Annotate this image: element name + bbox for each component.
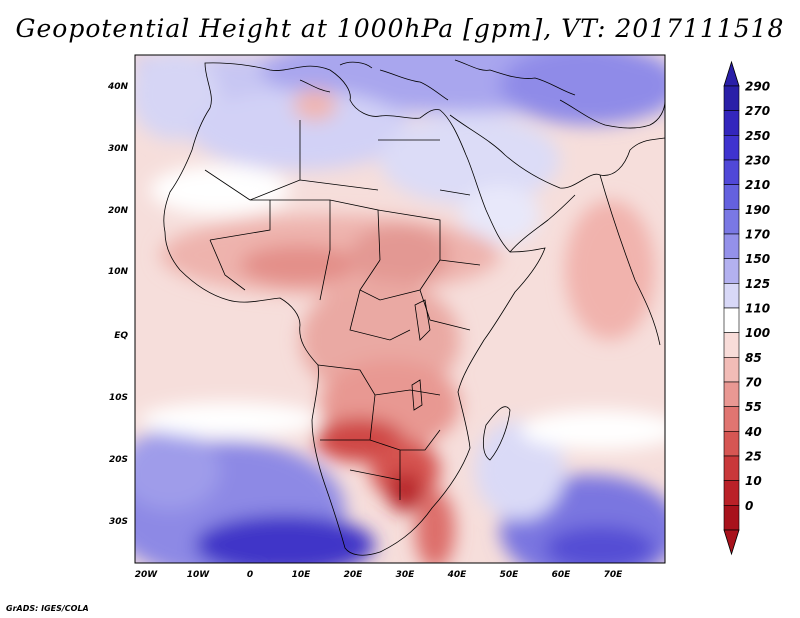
colorbar-swatch (723, 110, 740, 136)
lat-label: 10S (109, 393, 128, 403)
colorbar-swatch (723, 283, 740, 309)
colorbar-swatch (723, 159, 740, 185)
height-field (135, 55, 665, 563)
colorbar-label: 270 (745, 104, 770, 118)
colorbar-swatch (723, 357, 740, 383)
colorbar-label: 190 (745, 203, 770, 217)
colorbar-label: 150 (745, 252, 770, 266)
lon-label: 10E (292, 570, 312, 580)
grads-credit: GrADS: IGES/COLA (6, 604, 89, 613)
colorbar-swatch (723, 135, 740, 161)
colorbar-swatch (723, 184, 740, 210)
colorbar-label: 40 (744, 425, 762, 439)
lat-label: 30N (108, 144, 129, 154)
lat-label: 20S (109, 455, 128, 465)
lon-label: 20E (344, 570, 364, 580)
colorbar-swatch (723, 381, 740, 407)
colorbar-swatch (723, 505, 740, 531)
lat-label: EQ (114, 331, 128, 341)
lon-label: 70E (604, 570, 624, 580)
colorbar-swatch (723, 406, 740, 432)
colorbar-label: 170 (745, 228, 770, 242)
colorbar-label: 250 (745, 129, 770, 143)
colorbar-swatch (723, 332, 740, 358)
coastlines (163, 59, 665, 556)
colorbar-label: 110 (745, 302, 770, 316)
colorbar-label: 55 (745, 400, 762, 414)
lat-label: 20N (108, 206, 129, 216)
colorbar: 2902702502302101901701501251101008570554… (723, 60, 770, 556)
lon-label: 10W (187, 570, 211, 580)
chart-title: Geopotential Height at 1000hPa [gpm], VT… (15, 14, 785, 43)
lon-axis: 20W 10W 0 10E 20E 30E 40E 50E 60E 70E (135, 570, 623, 580)
lon-label: 40E (447, 570, 468, 580)
colorbar-swatch (723, 431, 740, 457)
lon-label: 0 (247, 570, 253, 580)
colorbar-top-arrow (723, 60, 740, 87)
colorbar-bottom-arrow (723, 529, 740, 556)
colorbar-swatch (723, 455, 740, 481)
colorbar-label: 85 (745, 351, 762, 365)
colorbar-swatch (723, 85, 740, 111)
colorbar-label: 100 (745, 326, 770, 340)
lat-axis: 40N 30N 20N 10N EQ 10S 20S 30S (107, 82, 129, 527)
colorbar-swatch (723, 258, 740, 284)
lon-label: 20W (135, 570, 159, 580)
colorbar-label: 125 (745, 277, 770, 291)
colorbar-swatch (723, 480, 740, 506)
lon-label: 30E (396, 570, 416, 580)
lat-label: 40N (107, 82, 129, 92)
colorbar-label: 290 (745, 80, 770, 94)
plot-frame (134, 54, 666, 564)
lat-label: 10N (108, 267, 129, 277)
colorbar-swatch (723, 209, 740, 235)
colorbar-label: 70 (745, 376, 762, 390)
colorbar-label: 10 (745, 474, 762, 488)
colorbar-swatch (723, 233, 740, 259)
colorbar-label: 210 (745, 178, 770, 192)
colorbar-label: 25 (745, 450, 762, 464)
colorbar-label: 0 (745, 499, 753, 513)
lon-label: 50E (500, 570, 520, 580)
lat-label: 30S (109, 517, 128, 527)
colorbar-swatch (723, 307, 740, 333)
colorbar-label: 230 (745, 154, 770, 168)
lon-label: 60E (552, 570, 572, 580)
